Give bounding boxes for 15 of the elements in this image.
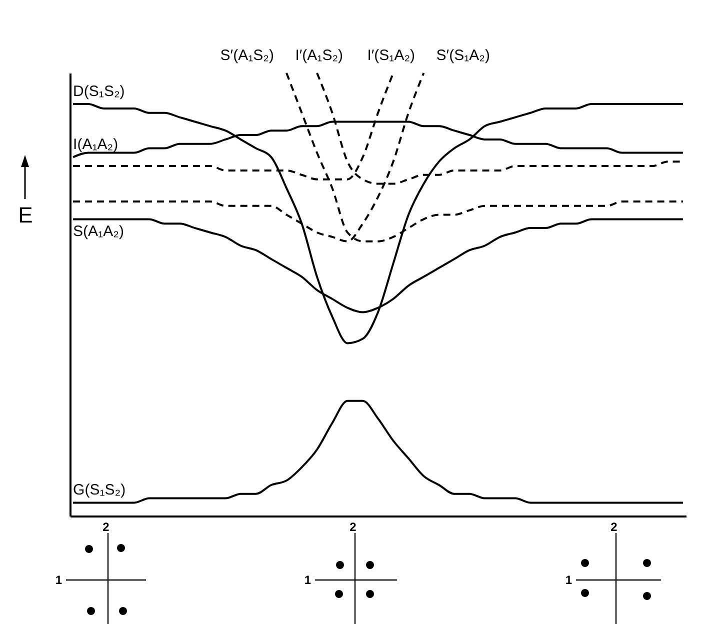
text: 1 [565,573,572,587]
series-label: S′(A₁S₂) [220,47,274,64]
series-label: S(A₁A₂) [73,223,124,240]
series-label: G(S₁S₂) [73,482,126,499]
series-label: I(A₁A₂) [73,136,118,154]
y-axis-title: E [18,202,33,228]
series-label: I′(S₁A₂) [367,47,416,64]
text: 1 [304,573,312,587]
text: 2 [350,520,357,534]
text: 2 [102,520,110,534]
text: 1 [55,573,62,587]
series-label: D(S₁S₂) [73,83,125,100]
series-label: S′(S₁A₂) [436,47,490,64]
series-label: I′(A₁S₂) [295,47,344,64]
text: 2 [610,520,618,534]
